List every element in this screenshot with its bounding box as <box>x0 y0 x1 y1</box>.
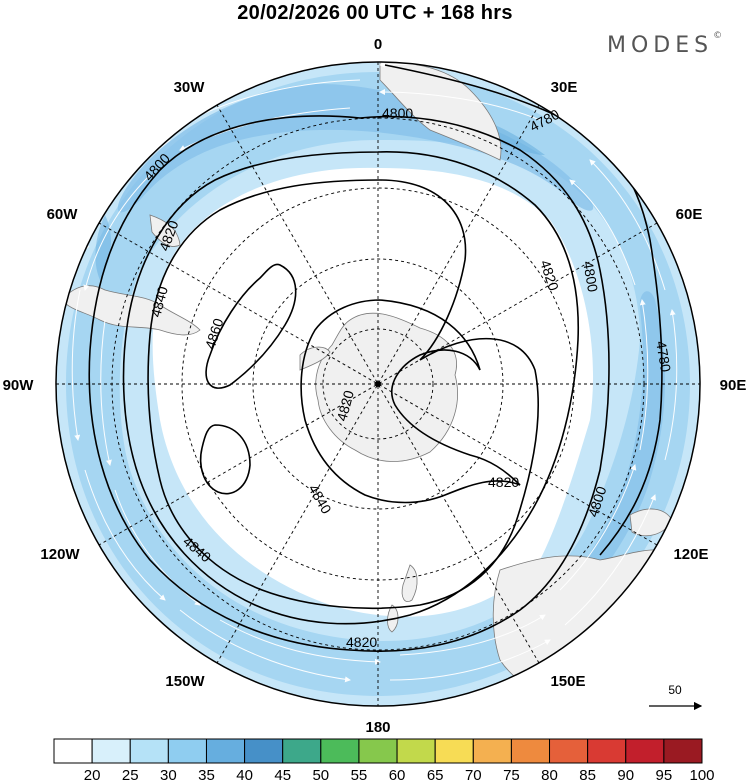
colorbar-tick-label: 65 <box>427 767 444 782</box>
colorbar-swatch <box>358 738 398 764</box>
colorbar-tick-label: 30 <box>160 767 177 782</box>
reference-vector: 50 <box>649 683 703 711</box>
contour-label: 4840 <box>147 284 171 318</box>
colorbar-swatch <box>587 738 627 764</box>
lon-label-120e: 120E <box>673 546 708 563</box>
contour-label: 4820 <box>488 474 519 490</box>
jet-stream-core <box>117 84 594 213</box>
lon-label-60w: 60W <box>47 206 79 223</box>
contour-4820-outer <box>122 151 580 625</box>
colorbar-tick-label: 75 <box>503 767 520 782</box>
contour-4860-small <box>199 424 251 495</box>
jet-stream-core <box>95 215 112 280</box>
colorbar-tick-label: 80 <box>541 767 558 782</box>
jet-stream-band <box>56 62 700 706</box>
colorbar-swatch <box>396 738 436 764</box>
contour-label: 4800 <box>580 260 601 294</box>
lon-label-90e: 90E <box>720 377 747 394</box>
colorbar-swatch <box>434 738 474 764</box>
colorbar-swatch <box>625 738 665 764</box>
lon-label-180: 180 <box>365 719 390 736</box>
colorbar-swatch <box>205 738 246 764</box>
contour-label: 4820 <box>333 388 357 422</box>
contour-4800 <box>88 115 610 652</box>
contour-4840-outer <box>147 179 540 610</box>
colorbar-tick-label: 85 <box>579 767 596 782</box>
copyright-mark: © <box>713 31 723 41</box>
lon-label-120w: 120W <box>40 546 80 563</box>
lon-label-60e: 60E <box>676 206 703 223</box>
brand-name: MODES <box>607 33 714 58</box>
colorbar-tick-label: 45 <box>274 767 291 782</box>
colorbar-swatch <box>549 738 589 764</box>
lon-label-150w: 150W <box>165 673 205 690</box>
lon-label-150e: 150E <box>550 673 585 690</box>
contour-4860 <box>205 263 297 389</box>
colorbar-tick-label: 60 <box>389 767 406 782</box>
colorbar-tick-label: 100 <box>689 767 714 782</box>
lon-label-0: 0 <box>374 36 382 53</box>
colorbar-tick-label: 40 <box>236 767 253 782</box>
reference-vector-label: 50 <box>668 683 682 697</box>
contour-4780 <box>384 64 663 556</box>
colorbar-swatch <box>129 738 169 764</box>
colorbar-tick-label: 95 <box>656 767 673 782</box>
map-boundary <box>55 61 701 707</box>
colorbar-tick-label: 25 <box>122 767 139 782</box>
modes-logo: MODES© <box>607 31 723 58</box>
contour-label: 4820 <box>346 634 377 650</box>
colorbar-tick-label: 50 <box>312 767 329 782</box>
lon-label-30e: 30E <box>551 79 578 96</box>
colorbar-swatch <box>472 738 512 764</box>
colorbar-tick-label: 20 <box>84 767 101 782</box>
colorbar-tick-label: 35 <box>198 767 215 782</box>
contour-label: 4780 <box>653 340 674 374</box>
lon-label-30w: 30W <box>174 79 206 96</box>
colorbar <box>53 738 703 764</box>
colorbar-swatch <box>510 738 551 764</box>
colorbar-swatch <box>53 738 93 764</box>
colorbar-ticks: 20 25 30 35 40 45 50 55 60 65 70 75 80 85 90 95 100 <box>84 767 715 782</box>
antarctica <box>299 312 458 462</box>
south-pole-marker <box>375 381 381 387</box>
colorbar-swatch <box>244 738 284 764</box>
contour-label: 4800 <box>382 105 413 121</box>
height-contours <box>88 64 663 652</box>
colorbar-tick-label: 90 <box>617 767 634 782</box>
africa <box>379 62 502 161</box>
colorbar-swatch <box>282 738 322 764</box>
colorbar-swatch <box>167 738 207 764</box>
colorbar-tick-label: 55 <box>351 767 368 782</box>
colorbar-swatch <box>320 738 360 764</box>
colorbar-tick-label: 70 <box>465 767 482 782</box>
colorbar-swatch <box>663 738 703 764</box>
contour-4820-inner <box>300 299 521 504</box>
lon-label-90w: 90W <box>3 377 35 394</box>
map-title: 20/02/2026 00 UTC + 168 hrs <box>237 2 513 24</box>
colorbar-swatch <box>91 738 131 764</box>
